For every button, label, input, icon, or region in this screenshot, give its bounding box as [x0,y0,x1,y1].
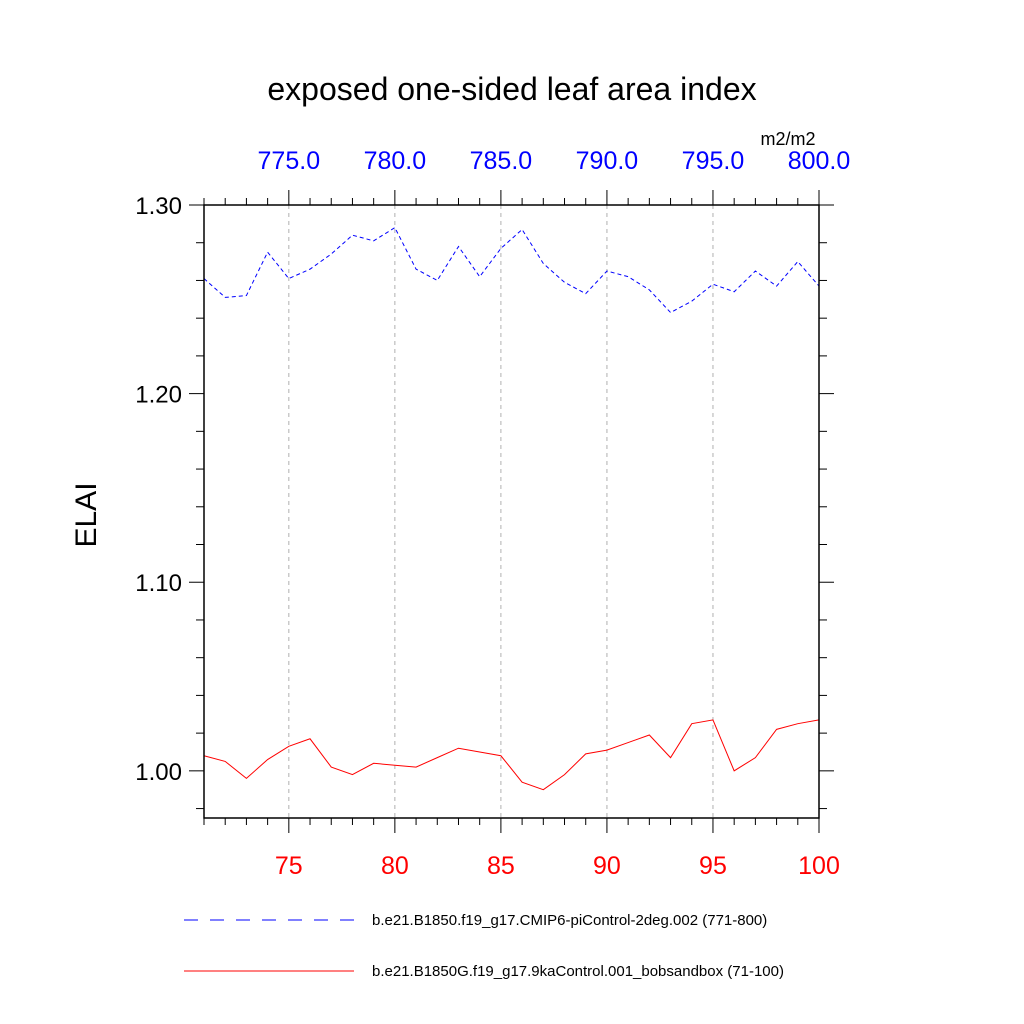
data-point [351,234,354,237]
x-bottom-tick-label: 95 [699,852,727,880]
y-tick-labels: 1.00 1.10 1.20 1.30 [135,193,182,786]
data-point [690,300,693,303]
data-point [478,275,481,278]
data-point [266,758,269,761]
data-point [457,245,460,248]
data-point [415,766,418,769]
data-point [478,750,481,753]
data-point [775,285,778,288]
data-point [542,262,545,265]
x-bottom-tick-label: 75 [275,852,303,880]
data-point [605,749,608,752]
data-point [563,281,566,284]
units-label: m2/m2 [760,129,815,149]
data-point [605,270,608,273]
data-point [627,275,630,278]
data-point [245,777,248,780]
data-point [351,773,354,776]
x-top-tick-label: 775.0 [258,147,321,175]
data-point [563,773,566,776]
data-point [415,268,418,271]
data-point [521,781,524,784]
x-top-tick-labels: 775.0 780.0 785.0 790.0 795.0 800.0 [258,147,851,175]
data-point [436,279,439,282]
x-bottom-tick-label: 100 [798,852,840,880]
data-point [754,756,757,759]
series-line-blue [203,226,820,314]
x-bottom-tick-label: 80 [381,852,409,880]
legend-label-red: b.e21.B1850G.f19_g17.9kaControl.001_bobs… [372,963,784,980]
data-point [627,741,630,744]
data-point [436,756,439,759]
data-point [287,745,290,748]
series-line-red [203,719,820,791]
legend: b.e21.B1850.f19_g17.CMIP6-piControl-2deg… [184,912,784,980]
data-point [733,290,736,293]
data-point [669,311,672,314]
plot-frame [203,204,820,819]
legend-label-blue: b.e21.B1850.f19_g17.CMIP6-piControl-2deg… [372,912,767,929]
data-point [309,268,312,271]
data-point [648,734,651,737]
x-top-tick-label: 790.0 [576,147,639,175]
data-point [521,228,524,231]
data-point [796,722,799,725]
x-bottom-tick-labels: 75 80 85 90 95 100 [275,852,840,880]
data-point [584,292,587,295]
data-point [775,728,778,731]
axis-ticks [189,190,834,833]
y-tick-label: 1.20 [135,382,182,409]
data-point [224,296,227,299]
x-top-tick-label: 785.0 [470,147,533,175]
x-bottom-tick-label: 90 [593,852,621,880]
data-point [309,737,312,740]
y-tick-label: 1.10 [135,570,182,597]
data-point [393,764,396,767]
data-point [372,762,375,765]
data-point [542,788,545,791]
data-point [669,756,672,759]
data-point [224,760,227,763]
x-top-tick-label: 795.0 [682,147,745,175]
data-point [266,251,269,254]
x-bottom-tick-label: 85 [487,852,515,880]
data-point [372,239,375,242]
data-point [584,752,587,755]
data-point [754,270,757,273]
x-top-tick-label: 780.0 [364,147,427,175]
data-point [457,747,460,750]
data-point [330,253,333,256]
data-point [690,722,693,725]
series-group [203,226,820,791]
chart-title: exposed one-sided leaf area index [267,71,756,107]
y-tick-label: 1.00 [135,759,182,786]
data-point [711,718,714,721]
data-point [287,277,290,280]
data-point [733,769,736,772]
data-point [245,294,248,297]
data-point [796,260,799,263]
data-point [499,754,502,757]
y-axis-label: ELAI [70,482,103,547]
data-point [711,283,714,286]
data-point [648,288,651,291]
grid-lines [288,205,714,818]
data-point [393,226,396,229]
data-point [330,766,333,769]
y-tick-label: 1.30 [135,193,182,220]
data-point [499,247,502,250]
x-top-tick-label: 800.0 [788,147,851,175]
